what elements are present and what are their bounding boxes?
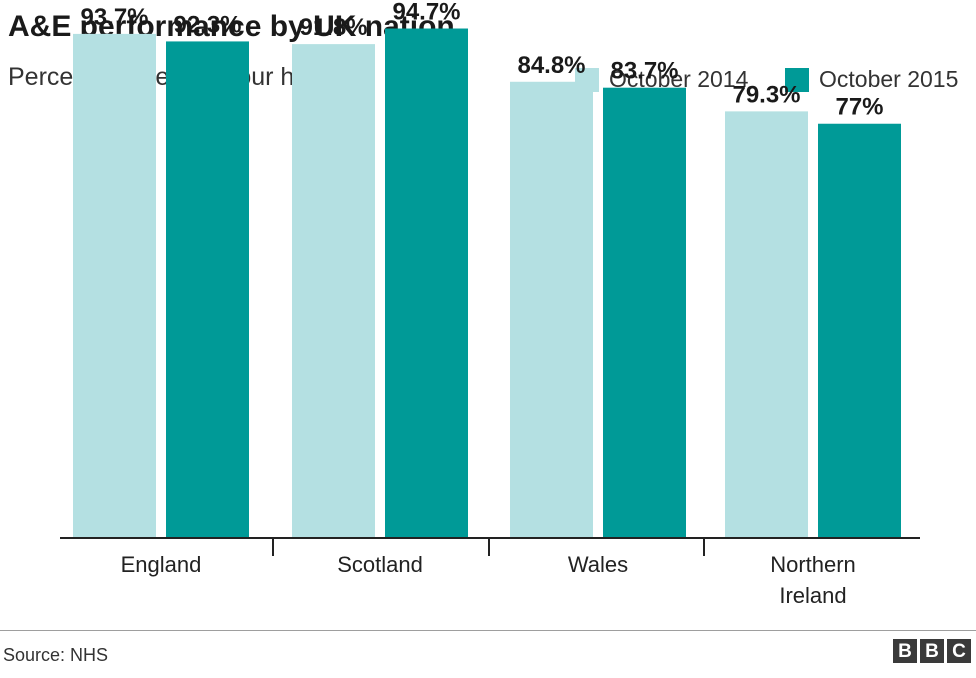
bar xyxy=(292,44,375,539)
bbc-logo-letter: C xyxy=(947,639,971,663)
legend-item-october-2015: October 2015 xyxy=(785,66,958,93)
data-label: 93.7% xyxy=(80,4,148,31)
legend-label-october-2015: October 2015 xyxy=(819,66,959,92)
data-label: 94.7% xyxy=(392,0,460,26)
footer-divider xyxy=(0,630,976,631)
bbc-logo-letter: B xyxy=(893,639,917,663)
data-label: 91.8% xyxy=(299,14,367,41)
source-note: Source: NHS xyxy=(3,645,109,665)
legend-label-october-2014: October 2014 xyxy=(609,66,749,92)
data-label: 83.7% xyxy=(610,58,678,85)
x-tick-label: Northern xyxy=(770,552,856,577)
x-tick-label: Scotland xyxy=(337,552,423,577)
bbc-logo-letter: B xyxy=(920,639,944,663)
bar xyxy=(725,111,808,538)
x-tick-label: Wales xyxy=(568,552,628,577)
bbc-logo: B B C xyxy=(893,639,971,663)
data-label: 92.3% xyxy=(173,11,241,38)
legend-item-october-2014: October 2014 xyxy=(575,66,748,93)
data-label: 77% xyxy=(835,94,883,121)
bar xyxy=(73,33,156,538)
bar xyxy=(603,87,686,538)
bar xyxy=(166,41,249,539)
bar xyxy=(385,28,468,538)
x-tick-label: England xyxy=(121,552,202,577)
data-label: 79.3% xyxy=(732,81,800,108)
data-label: 84.8% xyxy=(517,52,585,79)
bar xyxy=(510,81,593,538)
legend-swatch-october-2015 xyxy=(785,67,809,92)
x-tick-label: Ireland xyxy=(779,583,846,608)
bar-chart: 93.7% 92.3% England 91.8% 94.7% Scotland 84.8%… xyxy=(60,0,920,608)
bar xyxy=(818,123,901,539)
